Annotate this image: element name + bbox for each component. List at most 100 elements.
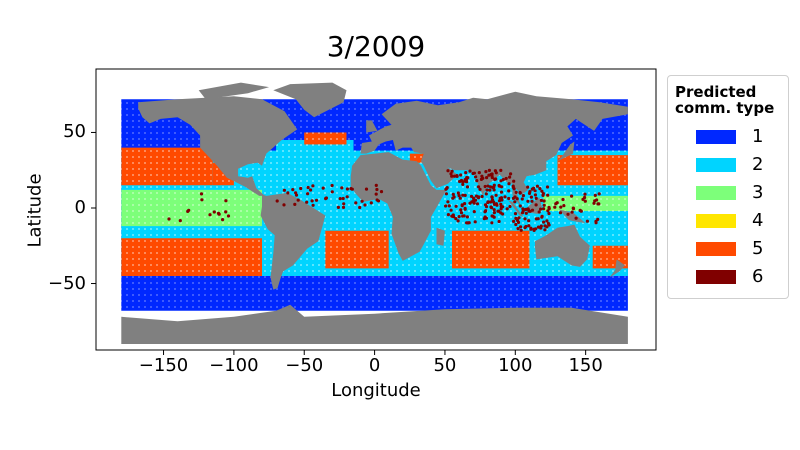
type-6-point (450, 169, 454, 173)
type-6-point (451, 192, 455, 196)
legend-item: 4 (696, 210, 786, 232)
type-6-point (519, 228, 523, 232)
x-tick-label: −50 (285, 355, 324, 376)
x-tick-label: 50 (433, 355, 457, 376)
type-6-point (311, 203, 315, 207)
legend: Predicted comm. type 1 2 3 4 5 6 (667, 75, 789, 299)
type-6-point (474, 175, 478, 179)
type-6-point (566, 212, 570, 216)
type-6-point (492, 183, 496, 187)
type-6-point (507, 189, 511, 193)
type-6-point (336, 205, 340, 209)
type-6-point (492, 211, 496, 215)
type-6-point (463, 207, 467, 211)
type-6-point (449, 172, 453, 176)
type-6-point (463, 193, 467, 197)
land-uk (366, 120, 378, 133)
type-6-point (526, 199, 530, 203)
type-6-point (466, 176, 470, 180)
type-6-point (526, 185, 530, 189)
legend-label: 6 (752, 266, 764, 287)
type-6-point (282, 188, 286, 192)
type-6-point (545, 225, 549, 229)
type-6-point (444, 204, 448, 208)
type-6-point (462, 214, 466, 218)
type-6-point (275, 199, 279, 203)
type-6-point (487, 173, 491, 177)
x-tick-label: −150 (138, 355, 189, 376)
type-6-point (542, 207, 546, 211)
region-type-5 (121, 147, 213, 186)
type-6-point (483, 210, 487, 214)
legend-item: 3 (696, 182, 786, 204)
legend-swatch (696, 130, 736, 144)
type-6-point (561, 197, 565, 202)
region-type-5 (452, 230, 530, 269)
type-6-point (340, 186, 344, 190)
x-tick-label: 100 (498, 355, 533, 376)
type-6-point (375, 198, 379, 202)
type-6-point (485, 188, 489, 192)
type-6-point (547, 205, 551, 210)
type-6-point (534, 196, 538, 200)
type-6-point (503, 195, 507, 199)
type-6-point (178, 219, 182, 223)
type-6-point (494, 171, 498, 175)
type-6-point (321, 186, 325, 190)
type-6-point (350, 187, 354, 191)
type-6-point (517, 216, 521, 220)
type-6-point (492, 208, 496, 212)
type-6-point (490, 195, 494, 199)
type-6-point (539, 224, 543, 228)
type-6-point (499, 207, 503, 211)
type-6-point (539, 207, 543, 211)
type-6-point (452, 174, 457, 178)
type-6-point (306, 192, 310, 196)
type-6-point (595, 198, 599, 202)
type-6-point (374, 183, 378, 187)
type-6-point (537, 210, 541, 214)
type-6-point (459, 173, 463, 177)
type-6-point (306, 185, 310, 190)
type-6-point (530, 208, 535, 212)
legend-label: 1 (752, 126, 764, 147)
type-6-point (512, 187, 516, 191)
type-6-point (311, 184, 315, 188)
type-6-point (457, 215, 461, 219)
type-6-point (529, 195, 534, 199)
type-6-point (507, 196, 511, 201)
type-6-point (490, 214, 494, 218)
type-6-point (375, 187, 379, 192)
type-6-point (358, 205, 362, 210)
type-6-point (473, 220, 477, 224)
x-tick-label: 150 (568, 355, 603, 376)
type-6-point (465, 185, 470, 189)
type-6-point (492, 202, 496, 206)
land-africa (350, 152, 447, 261)
type-6-point (540, 214, 544, 218)
type-6-point (458, 196, 462, 200)
type-6-point (514, 190, 518, 194)
land-south-america (260, 192, 326, 290)
type-6-point (554, 202, 558, 206)
x-tick-label: 0 (368, 355, 381, 376)
type-6-point (314, 198, 319, 202)
type-6-point (501, 212, 505, 216)
type-6-point (488, 188, 492, 192)
type-6-point (310, 199, 314, 203)
type-6-point (559, 205, 563, 209)
type-6-point (523, 226, 527, 230)
type-6-point (523, 217, 527, 221)
type-6-point (341, 205, 346, 209)
type-6-point (499, 202, 503, 206)
type-6-point (592, 201, 596, 205)
type-6-point (533, 189, 537, 193)
type-6-point (533, 193, 538, 197)
type-6-point (360, 199, 364, 203)
type-6-point (513, 195, 517, 199)
type-6-point (456, 219, 460, 223)
type-6-point (465, 215, 469, 219)
type-6-point (463, 178, 467, 182)
type-6-point (342, 202, 346, 206)
type-6-point (345, 187, 349, 191)
